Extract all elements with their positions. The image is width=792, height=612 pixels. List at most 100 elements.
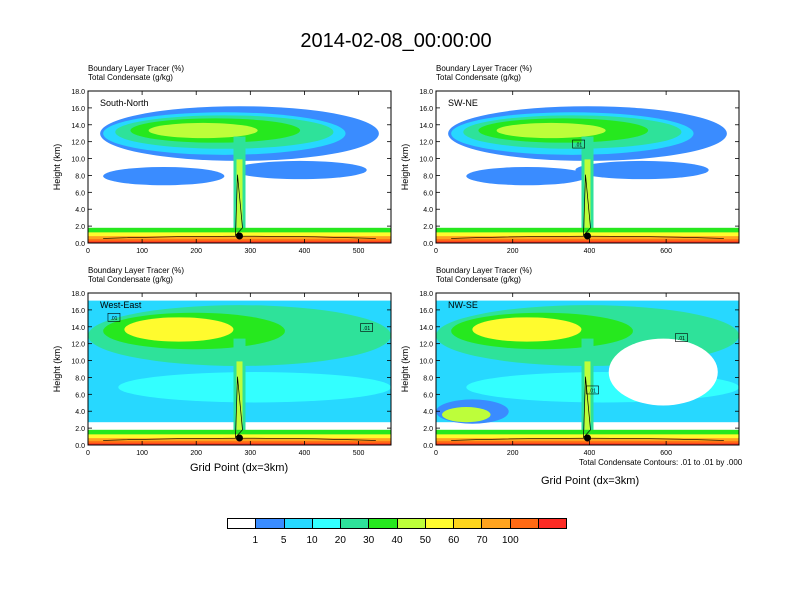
x-tick-label: 0 bbox=[86, 248, 90, 255]
heatmap-field bbox=[88, 91, 391, 243]
y-tick-label: 18.0 bbox=[419, 291, 433, 298]
location-marker bbox=[584, 232, 591, 240]
colorbar-swatch bbox=[311, 519, 340, 528]
contour-label: .01 bbox=[589, 388, 596, 394]
x-tick-label: 0 bbox=[86, 450, 90, 457]
y-tick-label: 2.0 bbox=[423, 426, 433, 433]
x-tick-label: 0 bbox=[434, 450, 438, 457]
y-tick-label: 14.0 bbox=[71, 123, 85, 130]
y-axis-title: Height (km) bbox=[400, 346, 410, 393]
contour-label: .01 bbox=[575, 143, 582, 149]
y-axis-title: Height (km) bbox=[52, 144, 62, 191]
y-tick-label: 18.0 bbox=[71, 291, 85, 298]
contour-line bbox=[583, 376, 591, 439]
panel-2: 0.0 2.0 4.0 6.0 8.0 10.0 12.0 14.0 16.0 18.0 0 200 4… bbox=[400, 64, 740, 255]
x-tick-label: 200 bbox=[190, 248, 202, 255]
location-marker bbox=[236, 232, 243, 240]
y-tick-label: 12.0 bbox=[419, 342, 433, 349]
colorbar-label: 10 bbox=[306, 535, 318, 546]
y-tick-label: 12.0 bbox=[419, 140, 433, 147]
y-tick-label: 10.0 bbox=[419, 157, 433, 164]
x-tick-label: 100 bbox=[136, 450, 148, 457]
y-tick-label: 8.0 bbox=[423, 173, 433, 180]
colorbar-label: 20 bbox=[334, 535, 346, 546]
y-tick-label: 6.0 bbox=[423, 190, 433, 197]
colorbar-swatch bbox=[255, 519, 284, 528]
colorbar-swatch bbox=[424, 519, 453, 528]
y-tick-label: 14.0 bbox=[419, 325, 433, 332]
colorbar bbox=[227, 518, 567, 529]
panel-frame bbox=[87, 90, 392, 244]
colorbar-label: 40 bbox=[391, 535, 403, 546]
panel-1: 0.0 2.0 4.0 6.0 8.0 10.0 12.0 14.0 16.0 18.0 0 100 2… bbox=[52, 64, 392, 255]
y-tick-label: 2.0 bbox=[75, 426, 85, 433]
x-axis-title-left: Grid Point (dx=3km) bbox=[190, 462, 289, 474]
colorbar-label: 30 bbox=[363, 535, 375, 546]
contour-note: Total Condensate Contours: .01 to .01 by… bbox=[579, 458, 743, 467]
subtitle-tracer: Boundary Layer Tracer (%) bbox=[436, 64, 532, 73]
y-tick-label: 16.0 bbox=[71, 106, 85, 113]
colorbar-swatch bbox=[368, 519, 397, 528]
contour-label-box bbox=[572, 139, 585, 149]
contour-label: .01 bbox=[678, 336, 685, 342]
panel-label: NW-SE bbox=[448, 300, 478, 310]
subtitle-tracer: Boundary Layer Tracer (%) bbox=[88, 266, 184, 275]
colorbar-swatch bbox=[537, 519, 566, 528]
panel-frame bbox=[87, 292, 392, 446]
panel-label: West-East bbox=[100, 300, 142, 310]
x-tick-label: 500 bbox=[353, 248, 365, 255]
y-tick-label: 4.0 bbox=[75, 409, 85, 416]
y-tick-label: 8.0 bbox=[75, 173, 85, 180]
panel-label: SW-NE bbox=[448, 98, 478, 108]
contour-line bbox=[235, 376, 243, 439]
y-tick-label: 4.0 bbox=[423, 207, 433, 214]
panel-3: 0.0 2.0 4.0 6.0 8.0 10.0 12.0 14.0 16.0 18.0 0 100 2… bbox=[52, 266, 392, 457]
y-tick-label: 0.0 bbox=[75, 241, 85, 248]
y-tick-label: 8.0 bbox=[423, 375, 433, 382]
x-tick-label: 500 bbox=[353, 450, 365, 457]
x-tick-label: 400 bbox=[299, 450, 311, 457]
subtitle-condensate: Total Condensate (g/kg) bbox=[88, 275, 173, 284]
y-tick-label: 12.0 bbox=[71, 140, 85, 147]
location-marker bbox=[236, 434, 243, 442]
figure-title: 2014-02-08_00:00:00 bbox=[300, 30, 492, 52]
panel-label: South-North bbox=[100, 98, 149, 108]
y-tick-label: 12.0 bbox=[71, 342, 85, 349]
y-tick-label: 4.0 bbox=[75, 207, 85, 214]
panel-frame bbox=[435, 90, 740, 244]
panel-4: 0.0 2.0 4.0 6.0 8.0 10.0 12.0 14.0 16.0 18.0 0 200 4… bbox=[400, 266, 740, 457]
contour-label: .01 bbox=[110, 316, 117, 322]
y-tick-label: 14.0 bbox=[419, 123, 433, 130]
y-tick-label: 0.0 bbox=[423, 241, 433, 248]
y-tick-label: 6.0 bbox=[75, 190, 85, 197]
x-tick-label: 400 bbox=[299, 248, 311, 255]
colorbar-swatch bbox=[481, 519, 510, 528]
y-tick-label: 18.0 bbox=[419, 89, 433, 96]
contour-label: .01 bbox=[363, 326, 370, 332]
colorbar-swatch bbox=[283, 519, 312, 528]
subtitle-condensate: Total Condensate (g/kg) bbox=[88, 73, 173, 82]
y-tick-label: 8.0 bbox=[75, 375, 85, 382]
colorbar-swatch bbox=[453, 519, 482, 528]
colorbar-swatch bbox=[509, 519, 538, 528]
y-tick-label: 6.0 bbox=[75, 392, 85, 399]
subtitle-tracer: Boundary Layer Tracer (%) bbox=[88, 64, 184, 73]
y-tick-label: 2.0 bbox=[423, 224, 433, 231]
x-tick-label: 200 bbox=[507, 248, 519, 255]
colorbar-swatch bbox=[340, 519, 369, 528]
y-tick-label: 0.0 bbox=[423, 443, 433, 450]
y-tick-label: 16.0 bbox=[419, 106, 433, 113]
x-tick-label: 0 bbox=[434, 248, 438, 255]
colorbar-label: 100 bbox=[501, 535, 519, 546]
panel-frame bbox=[435, 292, 740, 446]
colorbar-swatch bbox=[228, 519, 256, 528]
colorbar-swatch bbox=[396, 519, 425, 528]
heatmap-field bbox=[436, 293, 739, 445]
subtitle-condensate: Total Condensate (g/kg) bbox=[436, 73, 521, 82]
y-tick-label: 16.0 bbox=[71, 308, 85, 315]
x-tick-label: 200 bbox=[507, 450, 519, 457]
location-marker bbox=[584, 434, 591, 442]
subtitle-tracer: Boundary Layer Tracer (%) bbox=[436, 266, 532, 275]
